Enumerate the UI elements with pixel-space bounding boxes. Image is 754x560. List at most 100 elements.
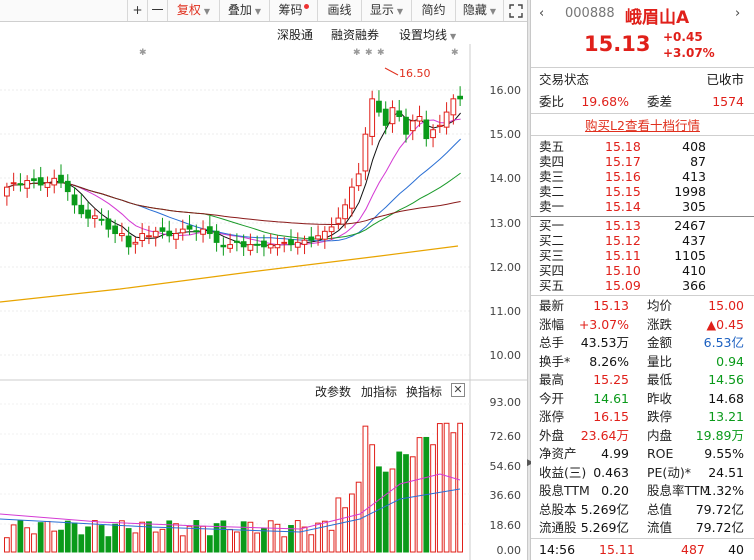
collapse-arrow-icon[interactable]: ▶ bbox=[527, 458, 534, 468]
tick-volume: 487 bbox=[681, 542, 705, 557]
candle-body bbox=[37, 177, 44, 186]
volume-bar bbox=[125, 528, 132, 553]
ma-line bbox=[7, 111, 461, 247]
volume-bar bbox=[105, 536, 112, 553]
candle-body bbox=[382, 108, 389, 126]
volume-bar bbox=[430, 444, 436, 553]
status-value: 已收市 bbox=[706, 72, 744, 87]
zoom-in-button[interactable]: + bbox=[127, 0, 147, 21]
level-price: 15.10 bbox=[605, 263, 641, 278]
chip-button[interactable]: 筹码 bbox=[269, 0, 317, 21]
stat-label: 净资产 bbox=[539, 446, 577, 461]
simple-button[interactable]: 简约 bbox=[411, 0, 455, 21]
stat-value: 15.25 bbox=[593, 372, 629, 387]
orderbook-row[interactable]: 买二 15.12 437 bbox=[531, 233, 754, 248]
volume-bar bbox=[85, 526, 91, 553]
expand-right-icon[interactable]: › bbox=[735, 6, 741, 21]
collapse-left-icon[interactable]: ‹ bbox=[539, 6, 545, 21]
volume-bar bbox=[342, 507, 348, 553]
level-volume: 410 bbox=[682, 263, 706, 278]
level-price: 15.17 bbox=[605, 154, 641, 169]
candle-body bbox=[430, 129, 436, 139]
orderbook-row[interactable]: 卖五 15.18 408 bbox=[531, 139, 754, 154]
panel-divider[interactable] bbox=[527, 0, 531, 560]
level-price: 15.12 bbox=[605, 233, 641, 248]
stat-label: 涨停 bbox=[539, 409, 565, 424]
volume-bar bbox=[166, 520, 173, 553]
margin-trading-link[interactable]: 融资融券 bbox=[331, 28, 380, 42]
orderbook-row[interactable]: 买五 15.09 366 bbox=[531, 278, 754, 293]
candle-body bbox=[44, 182, 51, 188]
volume-bar bbox=[288, 525, 294, 553]
volume-bar bbox=[403, 454, 409, 553]
volume-tick: 18.60 bbox=[489, 519, 522, 532]
candle-body bbox=[457, 95, 463, 100]
event-marker-icon: ✱ bbox=[353, 48, 361, 58]
stat-label: 收益(三) bbox=[539, 464, 587, 480]
hide-dropdown[interactable]: 隐藏 ▼ bbox=[455, 0, 503, 21]
kline-chart[interactable]: ✱ ✱ ✱ ✱ ✱ bbox=[0, 44, 527, 560]
overlay-dropdown[interactable]: 叠加 ▼ bbox=[219, 0, 269, 21]
l2-purchase-link[interactable]: 购买L2查看十档行情 bbox=[585, 118, 700, 133]
stat-label: 总值 bbox=[647, 501, 673, 517]
candle-body bbox=[206, 226, 213, 235]
stat-value: 15.00 bbox=[708, 298, 744, 313]
orderbook-row[interactable]: 买四 15.10 410 bbox=[531, 263, 754, 278]
candle-body bbox=[51, 177, 58, 186]
stat-row: 最高 15.25 最低 14.56 bbox=[531, 371, 754, 389]
stat-label: 股息率TTM bbox=[647, 483, 711, 498]
zoom-out-button[interactable]: 一 bbox=[147, 0, 167, 21]
orderbook-row[interactable]: 卖一 15.14 305 bbox=[531, 199, 754, 214]
trading-status-row: 交易状态 已收市 bbox=[531, 71, 754, 89]
candle-body bbox=[369, 98, 376, 137]
volume-bar bbox=[294, 520, 301, 553]
volume-bar bbox=[389, 468, 396, 553]
add-indicator-button[interactable]: 加指标 bbox=[361, 385, 398, 399]
candle-body bbox=[31, 178, 37, 182]
volume-bar bbox=[10, 524, 17, 553]
ma-setting-dropdown[interactable]: 设置均线 ▼ bbox=[399, 26, 456, 43]
stat-label: 流通股 bbox=[539, 520, 577, 535]
level-price: 15.09 bbox=[605, 278, 641, 293]
volume-bar bbox=[206, 535, 213, 553]
stock-name: 峨眉山A bbox=[625, 8, 690, 28]
close-icon[interactable]: ✕ bbox=[451, 383, 465, 397]
switch-indicator-button[interactable]: 换指标 bbox=[406, 385, 443, 399]
stat-row: 收益(三) 0.463 PE(动)* 24.51 bbox=[531, 464, 754, 482]
volume-ma-lines bbox=[0, 473, 461, 533]
fuquan-dropdown[interactable]: 复权 ▼ bbox=[167, 0, 219, 21]
level-volume: 1998 bbox=[674, 184, 706, 199]
volume-bar bbox=[355, 481, 362, 553]
stat-label: 股息TTM bbox=[539, 483, 590, 498]
stat-value: 15.13 bbox=[593, 298, 629, 313]
candle-body bbox=[321, 230, 328, 240]
orderbook-row[interactable]: 买一 15.13 2467 bbox=[531, 218, 754, 233]
tick-row: 14:56 15.11 487 40 bbox=[531, 541, 754, 559]
change-params-button[interactable]: 改参数 bbox=[315, 385, 352, 399]
candle-body bbox=[281, 241, 288, 244]
level-price: 15.16 bbox=[605, 169, 641, 184]
weicha-label: 委差 bbox=[647, 94, 673, 109]
event-marker-icon: ✱ bbox=[451, 48, 459, 58]
display-dropdown[interactable]: 显示 ▼ bbox=[361, 0, 411, 21]
volume-bar bbox=[78, 534, 85, 553]
candle-body bbox=[349, 186, 355, 209]
level-label: 卖一 bbox=[539, 199, 565, 214]
chevron-down-icon: ▼ bbox=[489, 7, 497, 16]
candle-body bbox=[450, 98, 457, 116]
event-marker-icon: ✱ bbox=[365, 48, 373, 58]
orderbook-row[interactable]: 卖四 15.17 87 bbox=[531, 154, 754, 169]
orderbook-row[interactable]: 买三 15.11 1105 bbox=[531, 248, 754, 263]
volume-bar bbox=[308, 534, 315, 553]
volume-bar bbox=[436, 423, 443, 553]
orderbook-row[interactable]: 卖三 15.16 413 bbox=[531, 169, 754, 184]
level-volume: 413 bbox=[682, 169, 706, 184]
fullscreen-icon[interactable] bbox=[503, 0, 527, 21]
shengutong-link[interactable]: 深股通 bbox=[277, 28, 314, 42]
volume-tick: 36.60 bbox=[489, 489, 522, 502]
last-price: 15.13 bbox=[584, 32, 651, 56]
stat-label: 涨跌 bbox=[647, 316, 673, 332]
volume-bar bbox=[450, 432, 457, 553]
draw-line-button[interactable]: 画线 bbox=[317, 0, 361, 21]
orderbook-row[interactable]: 卖二 15.15 1998 bbox=[531, 184, 754, 199]
